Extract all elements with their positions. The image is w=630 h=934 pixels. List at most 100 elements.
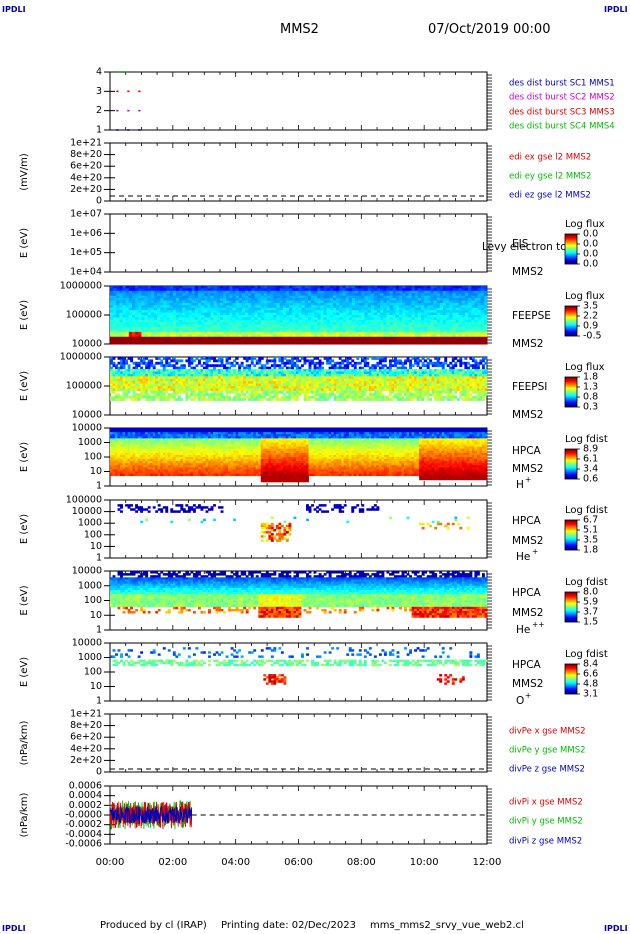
spectrogram-cell — [290, 357, 294, 360]
spectrogram-cell — [480, 310, 485, 313]
spectrogram-cell — [248, 357, 252, 360]
spectrogram-cell — [235, 336, 240, 340]
spectrogram-cell — [474, 312, 478, 316]
spectrogram-cell — [179, 310, 183, 313]
spectrogram-cell — [380, 310, 384, 313]
spectrogram-cell — [157, 378, 161, 382]
spectrogram-cell — [333, 324, 337, 328]
spectrogram-cell — [213, 329, 218, 333]
spectrogram-cell — [223, 366, 227, 370]
spectrogram-cell — [229, 322, 233, 326]
spectrogram-cell — [125, 300, 130, 304]
spectrogram-cell — [251, 305, 255, 309]
spectrogram-cell — [343, 376, 347, 380]
spectrogram-cell — [175, 334, 180, 338]
spectrogram-cell — [346, 376, 350, 380]
spectrogram-cell — [298, 390, 302, 394]
spectrogram-cell — [166, 298, 171, 301]
spectrogram-cell — [197, 331, 202, 335]
spectrogram-cell — [219, 341, 224, 345]
spectrogram-cell — [285, 378, 289, 382]
spectrogram-cell — [235, 371, 239, 375]
spectrogram-cell — [348, 295, 353, 299]
spectrogram-cell — [125, 331, 130, 335]
spectrogram-cell — [201, 286, 205, 289]
spectrogram-cell — [417, 288, 422, 292]
spectrogram-cell — [465, 302, 469, 306]
spectrogram-cell — [424, 341, 428, 345]
spectrogram-cell — [263, 298, 268, 301]
spectrogram-cell — [285, 310, 290, 313]
spectrogram-cell — [147, 322, 152, 326]
spectrogram-cell — [197, 388, 201, 392]
spectrogram-cell — [480, 329, 485, 333]
spectrogram-cell — [333, 371, 337, 375]
spectrogram-cell — [311, 305, 315, 309]
spectrogram-cell — [417, 327, 422, 330]
spectrogram-cell — [194, 305, 199, 309]
spectrogram-cell — [326, 361, 330, 365]
spectrogram-cell — [402, 298, 406, 301]
spectrogram-cell — [273, 315, 277, 318]
spectrogram-cell — [402, 334, 406, 338]
spectrogram-cell — [427, 331, 431, 335]
spectrogram-cell — [333, 383, 337, 387]
spectrogram-cell — [150, 302, 155, 306]
spectrogram-cell — [172, 329, 177, 333]
spectrogram-cell — [443, 315, 447, 318]
colorbar-tick-label: 0.9 — [583, 321, 598, 332]
spectrogram-cell — [160, 361, 164, 365]
spectrogram-cell — [162, 369, 166, 372]
spectrogram-cell — [276, 334, 281, 338]
spectrogram-cell — [348, 383, 352, 387]
spectrogram-cell — [191, 298, 196, 301]
spectrogram-cell — [301, 324, 306, 328]
spectrogram-cell — [399, 295, 403, 299]
spectrogram-cell — [295, 295, 299, 299]
spectrogram-cell — [243, 376, 247, 380]
spectrogram-cell — [170, 364, 174, 368]
spectrogram-cell — [182, 312, 186, 316]
spectrogram-cell — [289, 293, 293, 297]
spectrogram-cell — [402, 341, 406, 345]
spectrogram-cell — [468, 310, 472, 313]
spectrogram-cell — [127, 388, 131, 392]
spectrogram-cell — [140, 378, 144, 382]
spectrogram-cell — [455, 339, 460, 342]
spectrogram-cell — [452, 341, 456, 345]
spectrogram-cell — [377, 312, 381, 316]
spectrogram-cell — [167, 381, 171, 384]
spectrogram-cell — [205, 393, 209, 397]
spectrogram-cell — [120, 364, 123, 368]
spectrogram-cell — [321, 386, 325, 389]
spectrogram-cell — [295, 298, 299, 301]
spectrogram-cell — [285, 361, 289, 365]
spectrogram-cell — [125, 305, 130, 309]
spectrogram-cell — [163, 319, 167, 323]
spectrogram-cell — [115, 395, 118, 399]
spectrogram-cell — [233, 369, 237, 372]
spectrogram-cell — [235, 295, 240, 299]
spectrogram-cell — [160, 305, 164, 309]
spectrogram-cell — [427, 312, 431, 316]
spectrogram-cell — [185, 331, 189, 335]
colorbar-cell — [565, 252, 577, 254]
spectrogram-cell — [471, 288, 475, 292]
spectrogram-cell — [185, 293, 189, 297]
spectrogram-cell — [292, 290, 296, 294]
spectrogram-cell — [215, 383, 219, 387]
colorbar-title: Log flux — [565, 291, 605, 302]
colorbar-cell — [565, 321, 577, 323]
spectrogram-cell — [452, 307, 456, 311]
spectrogram-cell — [311, 315, 315, 318]
spectrogram-cell — [285, 302, 290, 306]
spectrogram-cell — [389, 298, 394, 301]
spectrogram-cell — [205, 390, 209, 394]
spectrogram-cell — [182, 369, 186, 372]
spectrogram-cell — [229, 317, 233, 321]
spectrogram-cell — [358, 339, 362, 342]
spectrogram-cell — [144, 341, 149, 345]
spectrogram-cell — [228, 388, 232, 392]
spectrogram-cell — [331, 390, 335, 394]
spectrogram-cell — [439, 319, 444, 323]
